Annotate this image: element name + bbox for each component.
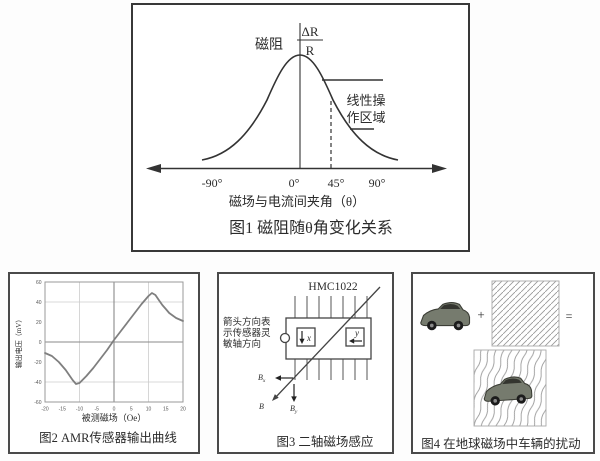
svg-text:-60: -60 [34, 400, 41, 406]
arrow-direction-note-line1: 箭头方向表 [223, 316, 271, 328]
by-label: By [290, 404, 298, 415]
x-arrowhead [299, 338, 305, 344]
figure1-drawing: 磁阻 ΔR R 线性操 作区域 -90° 0° 45° 90° 磁场与电流间夹角… [146, 23, 447, 237]
figure2-chart: -20 -15 -10 -5 0 5 10 15 20 60 40 20 0 -20 -40 -60 输出电… [14, 280, 186, 445]
x-axis-left-arrowhead [146, 164, 161, 173]
x-tick-labels: -20 -15 -10 -5 0 5 10 15 20 [41, 407, 186, 413]
svg-text:-10: -10 [76, 407, 83, 413]
svg-text:20: 20 [180, 407, 186, 413]
arrow-direction-note-line2: 示传感器灵 [223, 327, 271, 339]
x-tick-0: 0° [289, 176, 300, 190]
chip-pins-bottom [294, 359, 368, 380]
svg-text:-40: -40 [34, 380, 41, 386]
equals-operator: = [566, 309, 573, 323]
x-sensor-box [296, 327, 316, 347]
svg-text:0: 0 [39, 340, 42, 346]
bx-label: Bx [258, 373, 266, 384]
fraction-denominator: R [306, 43, 315, 58]
magnetic-field-vector-line [274, 286, 381, 399]
amr-output-curve [44, 292, 184, 385]
b-label: B [259, 402, 264, 411]
figure3-caption: 图3 二轴磁场感应 [277, 434, 374, 449]
gridlines [45, 282, 183, 402]
pin1-circle [279, 332, 291, 344]
chip-title: HMC1022 [308, 281, 357, 293]
svg-text:-5: -5 [95, 407, 100, 413]
y-arrowhead [349, 338, 355, 344]
svg-text:60: 60 [36, 280, 42, 286]
x-tick-90: 90° [369, 176, 386, 190]
arrow-direction-note-line3: 敏轴方向 [223, 338, 261, 350]
bell-curve [201, 54, 399, 161]
x-axis-right-arrowhead [432, 164, 447, 173]
figure2-y-axis-label: 输出电压（mV） [14, 316, 23, 369]
svg-text:-20: -20 [41, 407, 48, 413]
figure4-panel: + = 图4 在地球磁场中车辆的扰动 [411, 272, 595, 454]
b-vector-arrowhead [272, 394, 279, 401]
linear-region-label-line1: 线性操 [346, 93, 385, 108]
figure1-panel: 磁阻 ΔR R 线性操 作区域 -90° 0° 45° 90° 磁场与电流间夹角… [131, 3, 470, 252]
figure2-caption: 图2 AMR传感器输出曲线 [39, 430, 177, 445]
earth-field-hatch-square [491, 280, 560, 347]
figure3-drawing: HMC1022 x y [223, 281, 381, 449]
figure2-panel: -20 -15 -10 -5 0 5 10 15 20 60 40 20 0 -20 -40 -60 输出电… [8, 272, 200, 454]
svg-text:5: 5 [130, 407, 133, 413]
fraction-numerator: ΔR [301, 24, 318, 39]
x-tick-neg90: -90° [202, 176, 223, 190]
svg-text:-15: -15 [59, 407, 66, 413]
figure4-caption: 图4 在地球磁场中车辆的扰动 [421, 436, 580, 451]
plot-border [44, 281, 184, 403]
linear-region-label-line2: 作区域 [346, 110, 385, 125]
bx-arrowhead [275, 375, 281, 381]
svg-text:0: 0 [113, 407, 116, 413]
figure1-x-axis-label: 磁场与电流间夹角（θ） [229, 194, 365, 209]
figure1-caption: 图1 磁阻随θ角变化关系 [229, 219, 393, 237]
svg-text:-20: -20 [34, 360, 41, 366]
y-axis-letter: y [354, 328, 359, 338]
magnetoresistance-label: 磁阻 [255, 37, 283, 53]
y-tick-labels: 60 40 20 0 -20 -40 -60 [34, 280, 41, 406]
plus-operator: + [477, 307, 484, 322]
figure3-panel: HMC1022 x y [217, 272, 394, 454]
svg-text:20: 20 [36, 320, 42, 326]
svg-text:10: 10 [146, 407, 152, 413]
vehicle-photo [420, 301, 471, 331]
chip-pins-top [294, 296, 368, 318]
figure4-drawing: + = 图4 在地球磁场中车辆的扰动 [420, 280, 581, 451]
figure2-x-axis-label: 被测磁场（Oe） [82, 412, 147, 423]
x-axis-letter: x [306, 333, 311, 343]
svg-text:40: 40 [36, 300, 42, 306]
x-tick-45: 45° [328, 176, 345, 190]
by-arrowhead [291, 396, 297, 402]
svg-text:15: 15 [163, 407, 169, 413]
